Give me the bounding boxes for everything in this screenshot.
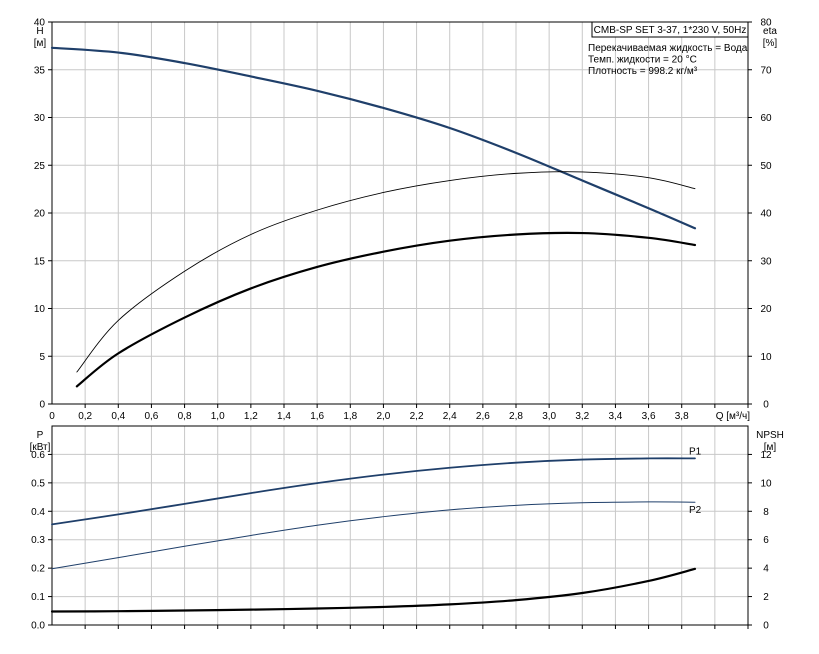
x-axis-tick-label: 0,2: [78, 411, 92, 422]
series-label-p1: P1: [689, 446, 702, 457]
left-axis-tick-label: 35: [34, 65, 46, 76]
series-curve-2: [51, 501, 696, 570]
left-axis-tick-label: 40: [34, 18, 46, 29]
x-axis-tick-label: 3,4: [608, 411, 622, 422]
x-axis-tick-label: 3,2: [575, 411, 589, 422]
right-axis-tick-label: 12: [760, 450, 772, 461]
x-axis-tick-label: 0,6: [144, 411, 158, 422]
x-axis-tick-label: 3,8: [675, 411, 689, 422]
series-label-p2: P2: [689, 505, 702, 516]
series-curve-1: [50, 46, 697, 230]
series-curve-2: [76, 171, 696, 373]
left-axis-title: H: [36, 26, 43, 37]
right-axis-unit: [м]: [764, 442, 777, 453]
x-axis-tick-label: 0,8: [178, 411, 192, 422]
plot-panel-2: 0.0 0.1 0.2 0.3 0.4 0.5 0.6 0 2 4 6 8 10 12 P[кВт] NPSH…: [30, 425, 784, 632]
left-axis-unit: [кВт]: [30, 442, 51, 453]
x-axis-tick-label: 1,6: [310, 411, 324, 422]
x-axis-tick-label: 0: [49, 411, 55, 422]
right-axis-tick-label: 20: [760, 304, 772, 315]
right-axis-tick-label: 4: [763, 564, 769, 575]
left-axis-tick-label: 5: [39, 352, 45, 363]
series-curve-3: [50, 567, 697, 613]
legend-title-box: [591, 21, 749, 38]
x-axis-tick-label: 1,0: [211, 411, 225, 422]
left-axis-tick-label: 0.0: [31, 621, 45, 632]
x-axis-tick-label: 3,0: [542, 411, 556, 422]
right-axis-title: NPSH: [756, 430, 784, 441]
x-axis-tick-label: 0,4: [111, 411, 125, 422]
x-axis-tick-label: 2,0: [376, 411, 390, 422]
left-axis-tick-label: 0.2: [31, 564, 45, 575]
legend-title: CMB-SP SET 3-37, 1*230 V, 50Hz: [594, 25, 747, 36]
right-axis-tick-label: 10: [760, 352, 772, 363]
x-axis-tick-label: 2,6: [476, 411, 490, 422]
left-axis-tick-label: 10: [34, 304, 46, 315]
series-curve-3: [75, 231, 697, 388]
x-axis-tick-label: 1,4: [277, 411, 291, 422]
right-axis-tick-label: 80: [760, 18, 772, 29]
plot-panel-1: 0 5 10 15 20 25 30 35 40 0 10 20 30 40 50 60 70 80 0 0,2 0,4…: [34, 18, 778, 423]
x-axis-label: Q [м³/ч]: [716, 411, 751, 422]
x-axis-tick-label: 1,8: [343, 411, 357, 422]
left-axis-tick-label: 0.6: [31, 450, 45, 461]
left-axis-tick-label: 25: [34, 161, 46, 172]
left-axis-tick-label: 0.1: [31, 592, 45, 603]
x-axis-tick-label: 3,6: [642, 411, 656, 422]
right-axis-tick-label: 50: [760, 161, 772, 172]
x-axis-tick-label: 1,2: [244, 411, 258, 422]
legend-line-2: Темп. жидкости = 20 °C: [588, 55, 697, 66]
right-axis-tick-label: 70: [760, 65, 772, 76]
right-axis-tick-label: 0: [763, 621, 769, 632]
x-axis-tick-label: 2,2: [410, 411, 424, 422]
right-axis-title: eta: [763, 26, 777, 37]
left-axis-tick-label: 0: [39, 400, 45, 411]
right-axis-tick-label: 40: [760, 209, 772, 220]
left-axis-tick-label: 0.3: [31, 535, 45, 546]
right-axis-tick-label: 0: [763, 400, 769, 411]
left-axis-tick-label: 0.5: [31, 478, 45, 489]
right-axis-unit: [%]: [763, 38, 778, 49]
series-curve-1: [51, 457, 696, 526]
left-axis-tick-label: 30: [34, 113, 46, 124]
right-axis-tick-label: 30: [760, 256, 772, 267]
left-axis-title: P: [37, 430, 44, 441]
right-axis-tick-label: 60: [760, 113, 772, 124]
x-axis-tick-label: 2,8: [509, 411, 523, 422]
left-axis-tick-label: 0.4: [31, 507, 45, 518]
right-axis-tick-label: 2: [763, 592, 769, 603]
x-axis-tick-label: 2,4: [443, 411, 457, 422]
legend-line-1: Перекачиваемая жидкость = Вода: [588, 43, 748, 54]
right-axis-tick-label: 8: [763, 507, 769, 518]
right-axis-tick-label: 6: [763, 535, 769, 546]
legend-line-3: Плотность = 998.2 кг/м³: [588, 66, 698, 77]
left-axis-tick-label: 15: [34, 256, 46, 267]
plot-frame: [51, 425, 749, 626]
left-axis-unit: [м]: [34, 38, 47, 49]
right-axis-tick-label: 10: [760, 478, 772, 489]
left-axis-tick-label: 20: [34, 209, 46, 220]
